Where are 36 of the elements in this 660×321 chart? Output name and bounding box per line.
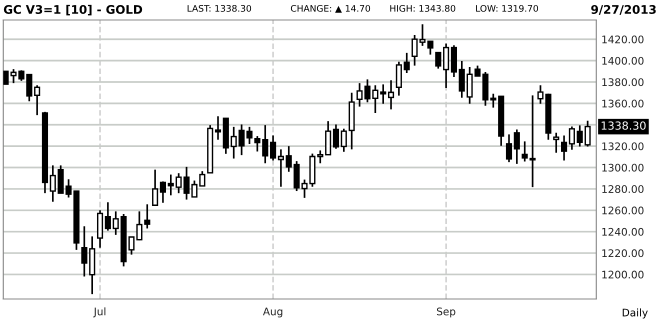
candlestick <box>10 68 17 84</box>
text: 1338.30 <box>602 121 646 130</box>
x-tick-label: Aug <box>262 308 282 318</box>
y-tick-label: 1320.00 <box>602 142 644 150</box>
candlestick <box>214 115 222 141</box>
candlestick <box>356 82 363 108</box>
candlestick <box>301 178 308 199</box>
candlestick <box>561 134 568 162</box>
candlestick <box>183 166 190 200</box>
chart-title: GC V3=1 [10] - GOLD <box>4 4 142 16</box>
y-tick-label: 1400.00 <box>602 56 644 65</box>
text: LOW: 1319.70 <box>476 4 538 12</box>
candlestick <box>270 134 276 162</box>
candlestick <box>96 209 104 249</box>
candlestick <box>419 23 426 47</box>
x-tick-label: Sep <box>436 308 456 318</box>
y-tick-label: 1200.00 <box>602 270 644 279</box>
y-tick-label: 1420.00 <box>602 35 644 44</box>
text: 9/27/2013 <box>591 5 656 15</box>
text: HIGH: 1343.80 <box>390 4 456 12</box>
candlestick <box>450 44 458 78</box>
y-tick-label: 1360.00 <box>602 100 644 108</box>
text: Daily <box>622 308 648 318</box>
candlestick <box>537 84 544 105</box>
text: LAST: 1338.30 <box>188 4 252 12</box>
y-tick-label: 1220.00 <box>602 249 644 258</box>
x-tick-label: Jul <box>93 307 106 318</box>
y-tick-label: 1280.00 <box>602 185 644 193</box>
y-tick-label: 1300.00 <box>602 164 644 172</box>
y-tick-label: 1260.00 <box>602 206 644 214</box>
y-tick-label: 1240.00 <box>602 228 644 236</box>
y-tick-label: 1380.00 <box>602 78 644 86</box>
candlestick <box>388 79 394 110</box>
text: CHANGE: ▲ 14.70 <box>290 4 370 13</box>
candlestick <box>506 134 512 164</box>
candlestick <box>246 126 253 145</box>
